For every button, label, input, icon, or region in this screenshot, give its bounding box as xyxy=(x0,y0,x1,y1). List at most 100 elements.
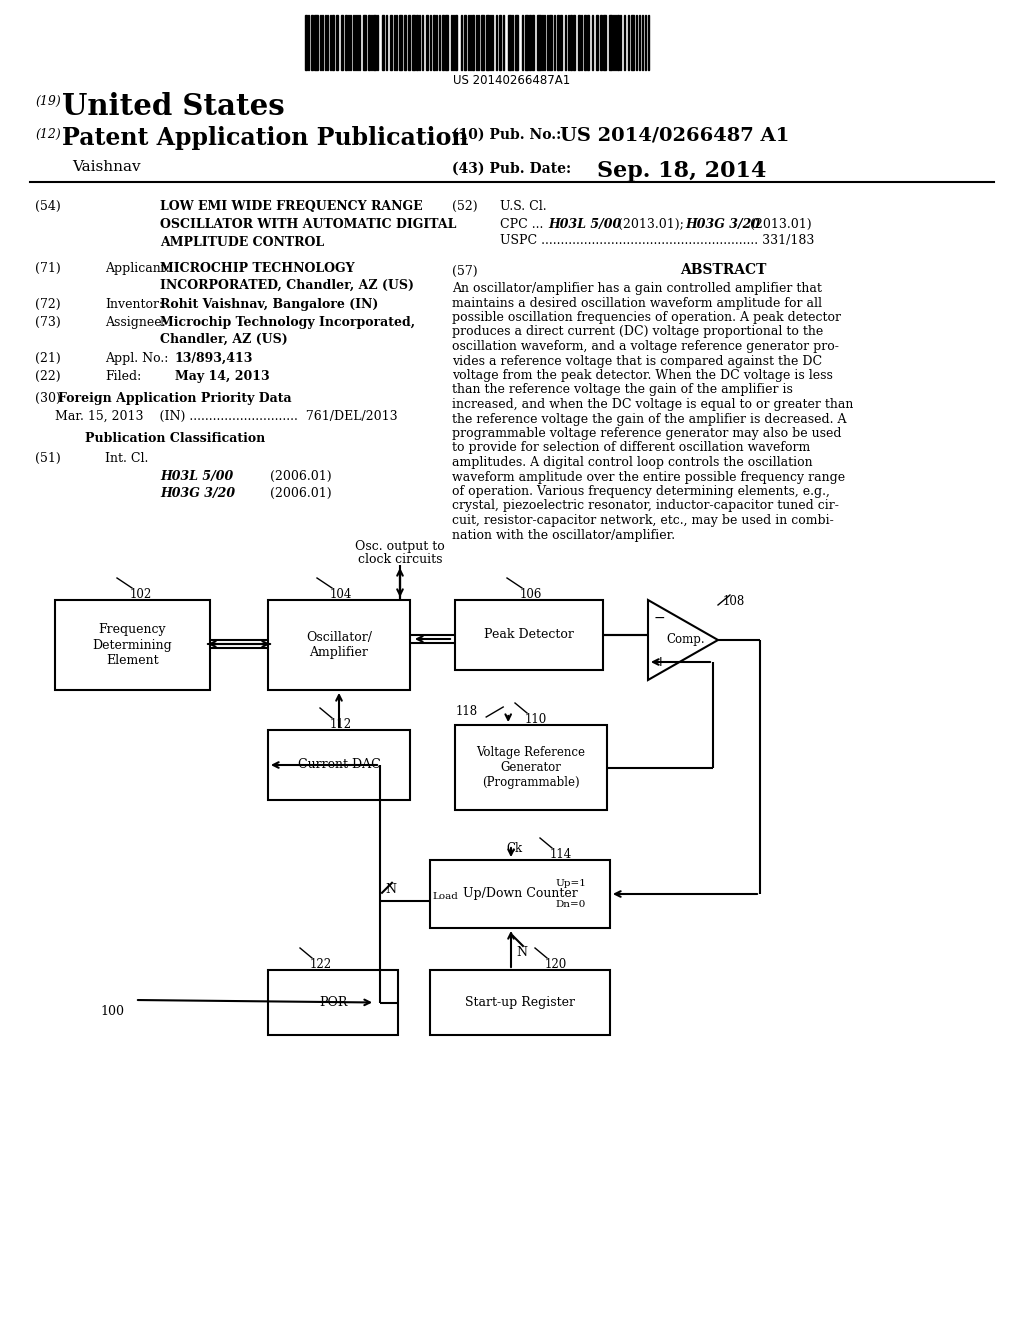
Text: Applicant:: Applicant: xyxy=(105,261,170,275)
Text: vides a reference voltage that is compared against the DC: vides a reference voltage that is compar… xyxy=(452,355,822,367)
Text: (71): (71) xyxy=(35,261,60,275)
Bar xyxy=(584,15,586,70)
Text: (51): (51) xyxy=(35,451,60,465)
Text: Dn=0: Dn=0 xyxy=(555,900,586,908)
Text: Appl. No.:: Appl. No.: xyxy=(105,352,168,366)
Text: of operation. Various frequency determining elements, e.g.,: of operation. Various frequency determin… xyxy=(452,484,829,498)
Text: than the reference voltage the gain of the amplifier is: than the reference voltage the gain of t… xyxy=(452,384,793,396)
Bar xyxy=(341,15,343,70)
Text: nation with the oscillator/amplifier.: nation with the oscillator/amplifier. xyxy=(452,528,675,541)
Bar xyxy=(557,15,559,70)
Text: possible oscillation frequencies of operation. A peak detector: possible oscillation frequencies of oper… xyxy=(452,312,841,323)
Text: Up/Down Counter: Up/Down Counter xyxy=(463,887,578,900)
Bar xyxy=(464,15,466,70)
Text: (52): (52) xyxy=(452,201,477,213)
Text: Comp.: Comp. xyxy=(667,634,706,647)
Text: (43) Pub. Date:: (43) Pub. Date: xyxy=(452,162,571,176)
Text: 102: 102 xyxy=(130,587,153,601)
Bar xyxy=(332,15,334,70)
Bar xyxy=(537,15,541,70)
Text: 118: 118 xyxy=(456,705,478,718)
Text: Load: Load xyxy=(432,892,458,900)
Text: United States: United States xyxy=(62,92,285,121)
Bar xyxy=(455,725,607,810)
Text: Oscillator/
Amplifier: Oscillator/ Amplifier xyxy=(306,631,372,659)
Text: 120: 120 xyxy=(545,958,567,972)
Text: (2013.01);: (2013.01); xyxy=(618,218,684,231)
Text: Ck: Ck xyxy=(506,842,522,855)
Text: (2006.01): (2006.01) xyxy=(270,470,332,483)
Bar xyxy=(430,970,610,1035)
Text: −: − xyxy=(654,611,666,624)
Text: 112: 112 xyxy=(330,718,352,731)
Text: N: N xyxy=(385,883,396,896)
Bar xyxy=(508,15,511,70)
Text: (72): (72) xyxy=(35,298,60,312)
Bar xyxy=(268,730,410,800)
Text: H03L 5/00: H03L 5/00 xyxy=(160,470,233,483)
Text: Filed:: Filed: xyxy=(105,370,141,383)
Bar xyxy=(560,15,562,70)
Bar xyxy=(455,15,457,70)
Bar xyxy=(481,15,484,70)
Text: 110: 110 xyxy=(525,713,547,726)
Bar xyxy=(336,15,338,70)
Bar xyxy=(600,15,602,70)
Bar xyxy=(525,15,528,70)
Text: US 20140266487A1: US 20140266487A1 xyxy=(454,74,570,87)
Text: Frequency
Determining
Element: Frequency Determining Element xyxy=(92,623,172,667)
Text: 108: 108 xyxy=(723,595,745,609)
Text: 114: 114 xyxy=(550,847,572,861)
Bar xyxy=(305,15,735,70)
Bar xyxy=(486,15,489,70)
Bar xyxy=(408,15,410,70)
Text: MICROCHIP TECHNOLOGY
INCORPORATED, Chandler, AZ (US): MICROCHIP TECHNOLOGY INCORPORATED, Chand… xyxy=(160,261,414,292)
Text: crystal, piezoelectric resonator, inductor-capacitor tuned cir-: crystal, piezoelectric resonator, induct… xyxy=(452,499,839,512)
Text: programmable voltage reference generator may also be used: programmable voltage reference generator… xyxy=(452,426,842,440)
Bar xyxy=(430,861,610,928)
Bar xyxy=(382,15,384,70)
Text: (73): (73) xyxy=(35,315,60,329)
Text: (10) Pub. No.:: (10) Pub. No.: xyxy=(452,128,561,143)
Text: maintains a desired oscillation waveform amplitude for all: maintains a desired oscillation waveform… xyxy=(452,297,822,309)
Text: (22): (22) xyxy=(35,370,60,383)
Text: 100: 100 xyxy=(100,1005,124,1018)
Bar xyxy=(578,15,580,70)
Text: USPC ........................................................ 331/183: USPC ...................................… xyxy=(500,234,814,247)
Text: H03G 3/20: H03G 3/20 xyxy=(685,218,760,231)
Bar xyxy=(529,15,531,70)
Text: (2006.01): (2006.01) xyxy=(270,487,332,500)
Text: Current DAC: Current DAC xyxy=(298,759,380,771)
Bar xyxy=(433,15,435,70)
Text: increased, and when the DC voltage is equal to or greater than: increased, and when the DC voltage is eq… xyxy=(452,399,853,411)
Text: Inventor:: Inventor: xyxy=(105,298,163,312)
Text: (54): (54) xyxy=(35,201,60,213)
Bar xyxy=(587,15,589,70)
Bar xyxy=(362,15,366,70)
Text: +: + xyxy=(654,655,666,669)
Bar xyxy=(499,15,501,70)
Bar xyxy=(399,15,402,70)
Text: (19): (19) xyxy=(35,95,60,108)
Bar xyxy=(426,15,428,70)
Bar xyxy=(515,15,518,70)
Bar xyxy=(412,15,415,70)
Text: 122: 122 xyxy=(310,958,332,972)
Text: Peak Detector: Peak Detector xyxy=(484,628,573,642)
Text: Int. Cl.: Int. Cl. xyxy=(105,451,148,465)
Bar xyxy=(416,15,418,70)
Text: An oscillator/amplifier has a gain controlled amplifier that: An oscillator/amplifier has a gain contr… xyxy=(452,282,822,294)
Text: produces a direct current (DC) voltage proportional to the: produces a direct current (DC) voltage p… xyxy=(452,326,823,338)
Bar xyxy=(268,601,410,690)
Bar xyxy=(455,601,603,671)
Bar xyxy=(472,15,474,70)
Text: Publication Classification: Publication Classification xyxy=(85,432,265,445)
Text: Rohit Vaishnav, Bangalore (IN): Rohit Vaishnav, Bangalore (IN) xyxy=(160,298,379,312)
Bar xyxy=(404,15,406,70)
Text: waveform amplitude over the entire possible frequency range: waveform amplitude over the entire possi… xyxy=(452,470,845,483)
Text: H03G 3/20: H03G 3/20 xyxy=(160,487,236,500)
Text: ABSTRACT: ABSTRACT xyxy=(680,263,766,277)
Text: cuit, resistor-capacitor network, etc., may be used in combi-: cuit, resistor-capacitor network, etc., … xyxy=(452,513,834,527)
Bar xyxy=(390,15,392,70)
Text: (57): (57) xyxy=(452,265,477,279)
